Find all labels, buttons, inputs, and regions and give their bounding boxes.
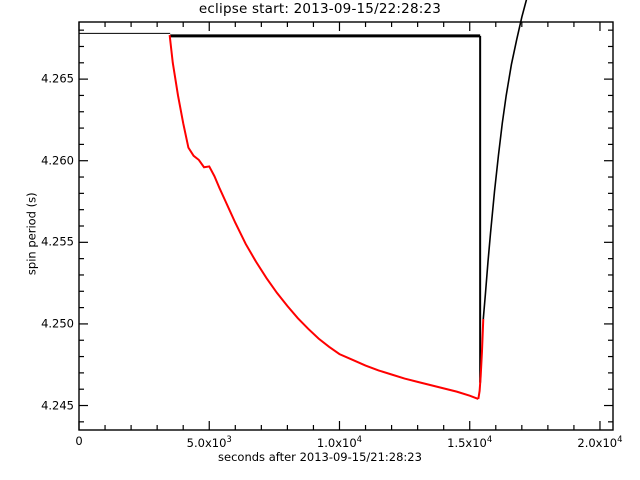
x-tick-label-2: 1.0x104 bbox=[316, 435, 363, 450]
series-line-3 bbox=[168, 34, 479, 400]
y-tick-label-0: 4.245 bbox=[41, 397, 74, 412]
y-tick-label-2: 4.255 bbox=[41, 234, 74, 249]
series-line-4 bbox=[477, 318, 485, 400]
y-tick-label-1: 4.250 bbox=[41, 316, 74, 331]
x-tick-label-1: 5.0x103 bbox=[186, 435, 232, 450]
y-axis-title: spin period (s) bbox=[24, 192, 39, 276]
x-tick-label-4: 2.0x104 bbox=[577, 435, 623, 450]
chart-title: eclipse start: 2013-09-15/22:28:23 bbox=[198, 1, 442, 17]
y-tick-label-3: 4.260 bbox=[41, 152, 74, 167]
x-tick-label-0: 0 bbox=[75, 434, 83, 448]
x-axis-title: seconds after 2013-09-15/21:28:23 bbox=[218, 450, 422, 464]
series-line-5 bbox=[482, 0, 528, 320]
axis-ticks bbox=[78, 22, 613, 430]
y-tick-label-4: 4.265 bbox=[41, 71, 74, 86]
x-tick-label-3: 1.5x104 bbox=[447, 435, 493, 450]
data-series-group bbox=[79, 0, 528, 400]
axes-frame bbox=[78, 21, 614, 431]
